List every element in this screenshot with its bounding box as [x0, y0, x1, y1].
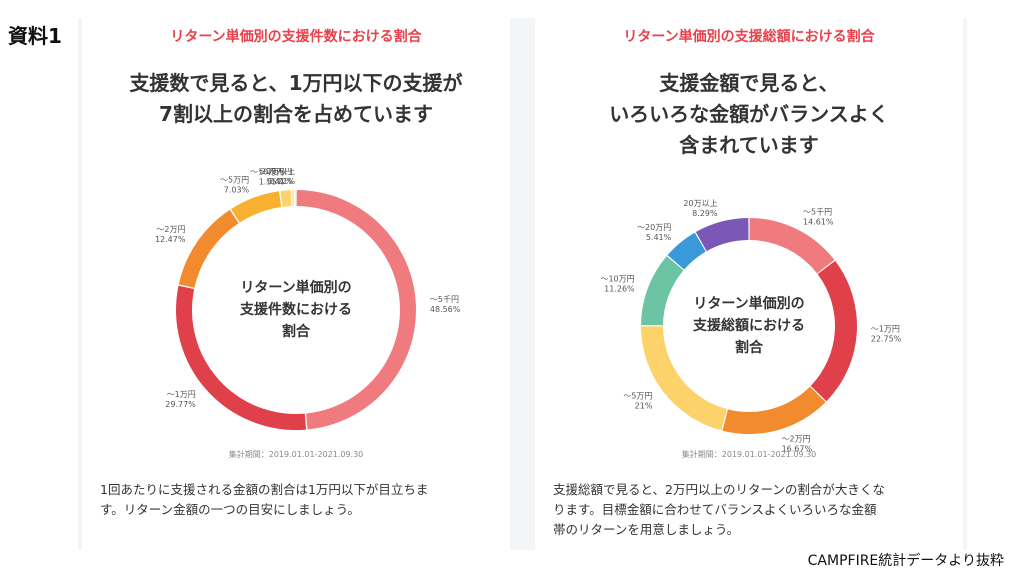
slice-value-label: 1.55% [259, 178, 285, 187]
donut-slice [810, 260, 857, 402]
slice-category-label: 〜5千円 [430, 294, 459, 304]
slice-category-label: 〜20万円 [637, 223, 671, 232]
slice-value-label: 8.29% [692, 209, 718, 218]
panel-gap [510, 18, 535, 550]
source-credit: CAMPFIRE統計データより抜粋 [807, 553, 1004, 569]
panel-right-edge [963, 18, 967, 550]
donut-slice [722, 386, 826, 434]
chart-title: リターン単価別の支援総額における割合 [623, 29, 875, 45]
donut-slice [667, 232, 706, 270]
slice-value-label: 29.77% [165, 400, 196, 409]
aggregation-period: 集計期間：2019.01.01-2021.09.30 [228, 450, 364, 459]
slice-value-label: 11.26% [604, 284, 635, 293]
chart-headline: 支援金額で見ると、 いろいろな金額がバランスよく 含まれています [609, 71, 889, 157]
donut-slice [296, 190, 417, 430]
donut-slice [176, 285, 307, 430]
slice-value-label: 5.41% [646, 233, 672, 242]
slice-category-label: 20万以上 [261, 168, 295, 176]
donut-slice [641, 256, 684, 326]
donut-slice [231, 191, 282, 223]
slice-value-label: 22.75% [871, 335, 902, 344]
chart-panel-amount: リターン単価別の支援総額における割合 支援金額で見ると、 いろいろな金額がバラン… [535, 18, 963, 550]
donut-center-label: 支援件数における [239, 301, 352, 318]
donut-slice [641, 326, 727, 431]
slice-category-label: 20万以上 [683, 199, 717, 208]
slice-category-label: 〜20万円 [258, 168, 292, 176]
donut-slice [749, 218, 835, 274]
donut-center-label: 割合 [282, 323, 311, 340]
document-label: 資料1 [8, 24, 62, 48]
donut-slice [292, 190, 295, 207]
slice-value-label: 7.03% [224, 185, 250, 194]
donut-center-label: 支援総額における [692, 317, 805, 334]
panel-left-edge [78, 18, 82, 550]
donut-chart-count: 〜5千円48.56%〜1万円29.77%〜2万円12.47%〜5万円7.03%〜… [155, 168, 461, 430]
slice-category-label: 〜10万円 [600, 274, 634, 283]
slice-category-label: 〜5万円 [623, 392, 652, 401]
slice-category-label: 〜5万円 [220, 175, 249, 184]
donut-slice [178, 209, 239, 288]
chart-panel-count: リターン単価別の支援件数における割合 支援数で見ると、1万円以下の支援が 7割以… [82, 18, 510, 550]
slice-category-label: 〜2万円 [782, 435, 811, 444]
slice-value-label: 14.61% [803, 218, 834, 227]
chart-headline: 支援数で見ると、1万円以下の支援が 7割以上の割合を占めています [129, 71, 463, 126]
slice-value-label: 16.67% [782, 445, 813, 454]
chart-note: 1回あたりに支援される金額の割合は1万円以下が目立ちま す。リターン金額の一つの… [100, 482, 429, 517]
slice-category-label: 〜5千円 [803, 207, 832, 217]
slice-category-label: 〜1万円 [167, 390, 196, 399]
donut-slice [695, 218, 749, 252]
donut-center-label: 割合 [735, 339, 764, 356]
donut-center-label: リターン単価別の [240, 279, 351, 296]
slice-value-label: 48.56% [430, 305, 461, 314]
slice-value-label: 21% [635, 402, 653, 411]
slice-value-label: 0.21% [270, 177, 296, 186]
slice-value-label: 0.41% [267, 177, 293, 186]
donut-slice [280, 190, 292, 207]
aggregation-period: 集計期間：2019.01.01-2021.09.30 [681, 450, 817, 459]
slice-category-label: 〜10万円 [250, 168, 284, 177]
slice-category-label: 〜1万円 [871, 325, 900, 334]
chart-note: 支援総額で見ると、2万円以上のリターンの割合が大きくな ります。目標金額に合わせ… [553, 482, 885, 537]
donut-center-label: リターン単価別の [693, 295, 804, 312]
slice-category-label: 〜2万円 [156, 225, 185, 234]
slice-value-label: 12.47% [155, 235, 186, 244]
chart-title: リターン単価別の支援件数における割合 [170, 29, 422, 45]
